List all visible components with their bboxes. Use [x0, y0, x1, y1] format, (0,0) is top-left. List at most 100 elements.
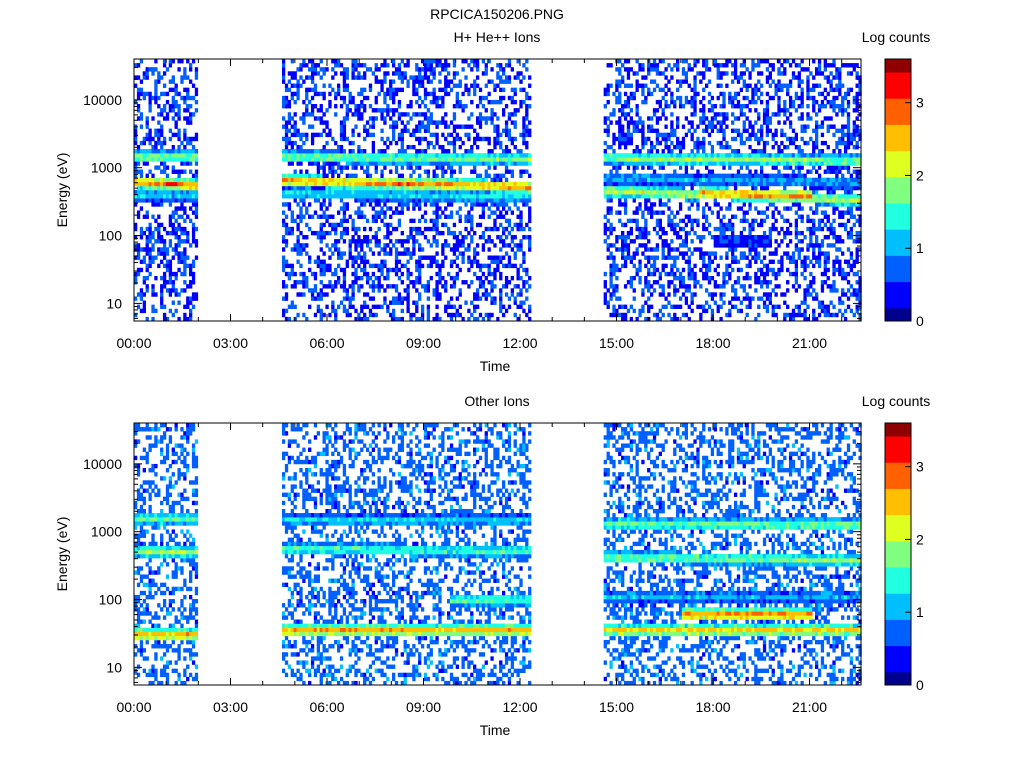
spectrogram-cell [423, 181, 428, 187]
spectrogram-cell [719, 284, 723, 289]
spectrogram-cell [525, 267, 529, 273]
spectrogram-cell [687, 263, 691, 269]
spectrogram-cell [142, 275, 146, 281]
spectrogram-cell [678, 161, 683, 166]
spectrogram-cell [493, 198, 497, 203]
spectrogram-cell [702, 308, 706, 314]
spectrogram-cell [380, 259, 384, 264]
spectrogram-cell [409, 316, 413, 322]
spectrogram-cell [336, 275, 341, 281]
spectrogram-cell [704, 124, 709, 129]
spectrogram-cell [629, 177, 634, 183]
spectrogram-cell [449, 153, 454, 158]
spectrogram-cell [618, 108, 622, 113]
spectrogram-cell [678, 165, 683, 170]
spectrogram-cell [426, 280, 431, 285]
spectrogram-cell [719, 235, 723, 240]
spectrogram-cell [313, 271, 318, 277]
spectrogram-cell [493, 136, 497, 142]
spectrogram-cell [676, 157, 680, 162]
spectrogram-cell [678, 235, 683, 240]
spectrogram-cell [629, 120, 634, 125]
spectrogram-cell [696, 140, 700, 146]
spectrogram-cell [638, 235, 642, 240]
spectrogram-cell [363, 108, 367, 113]
spectrogram-cell [400, 296, 404, 301]
spectrogram-cell [418, 226, 422, 232]
spectrogram-cell [406, 239, 410, 244]
spectrogram-cell [522, 136, 526, 142]
spectrogram-cell [334, 63, 338, 68]
spectrogram-cell [704, 83, 709, 88]
spectrogram-cell [435, 202, 439, 207]
spectrogram-cell [328, 161, 332, 166]
spectrogram-cell [418, 112, 422, 117]
spectrogram-cell [308, 87, 312, 93]
spectrogram-cell [438, 79, 442, 84]
spectrogram-cell [722, 284, 726, 289]
spectrogram-cell [447, 214, 451, 219]
spectrogram-cell [655, 230, 660, 236]
spectrogram-cell [441, 194, 445, 199]
spectrogram-cell [684, 251, 689, 256]
spectrogram-cell [455, 185, 459, 191]
spectrogram-cell [165, 112, 170, 117]
spectrogram-cell [194, 226, 199, 232]
spectrogram-cell [423, 284, 428, 289]
spectrogram-cell [696, 194, 700, 199]
spectrogram-cell [191, 210, 196, 215]
spectrogram-cell [452, 177, 457, 183]
spectrogram-cell [710, 312, 715, 318]
spectrogram-cell [629, 280, 634, 285]
spectrogram-cell [322, 128, 326, 133]
spectrogram-cell [435, 210, 439, 215]
spectrogram-cell [516, 316, 520, 322]
spectrogram-cell [134, 128, 138, 133]
spectrogram-cell [647, 124, 651, 129]
spectrogram-cell [397, 87, 402, 93]
spectrogram-cell [168, 218, 173, 224]
spectrogram-cell [189, 161, 193, 166]
spectrogram-cell [142, 149, 146, 154]
spectrogram-cell [389, 124, 393, 129]
spectrogram-cell [684, 284, 689, 289]
spectrogram-cell [310, 185, 315, 191]
spectrogram-cell [733, 214, 738, 219]
spectrogram-cell [371, 198, 376, 203]
spectrogram-cell [484, 177, 488, 183]
spectrogram-cell [360, 198, 364, 203]
spectrogram-cell [609, 243, 613, 248]
spectrogram-cell [191, 181, 196, 187]
spectrogram-cell [504, 235, 509, 240]
spectrogram-cell [658, 222, 662, 228]
spectrogram-cell [391, 91, 396, 97]
spectrogram-cell [447, 198, 451, 203]
spectrogram-cell [363, 304, 367, 310]
spectrogram-cell [180, 161, 184, 166]
spectrogram-cell [702, 63, 706, 68]
spectrogram-cell [609, 284, 613, 289]
spectrogram-cell [174, 308, 178, 314]
spectrogram-cell [444, 112, 448, 117]
spectrogram-cell [418, 271, 422, 277]
spectrogram-cell [452, 169, 457, 174]
spectrogram-cell [386, 91, 390, 97]
spectrogram-cell [603, 226, 607, 232]
spectrogram-cell [368, 247, 373, 252]
spectrogram-cell [693, 194, 697, 199]
spectrogram-cell [707, 230, 712, 236]
spectrogram-cell [389, 181, 393, 187]
spectrogram-cell [525, 157, 529, 162]
spectrogram-cell [475, 120, 480, 125]
spectrogram-cell [383, 251, 387, 256]
spectrogram-cell [487, 99, 491, 105]
spectrogram-cell [368, 312, 373, 318]
spectrogram-cell [325, 120, 329, 125]
spectrogram-cell [716, 95, 720, 101]
spectrogram-cell [490, 271, 494, 277]
spectrogram-cell [409, 75, 413, 80]
spectrogram-cell [722, 230, 726, 236]
spectrogram-cell [136, 185, 141, 191]
spectrogram-cell [684, 157, 689, 162]
spectrogram-cell [418, 149, 422, 154]
